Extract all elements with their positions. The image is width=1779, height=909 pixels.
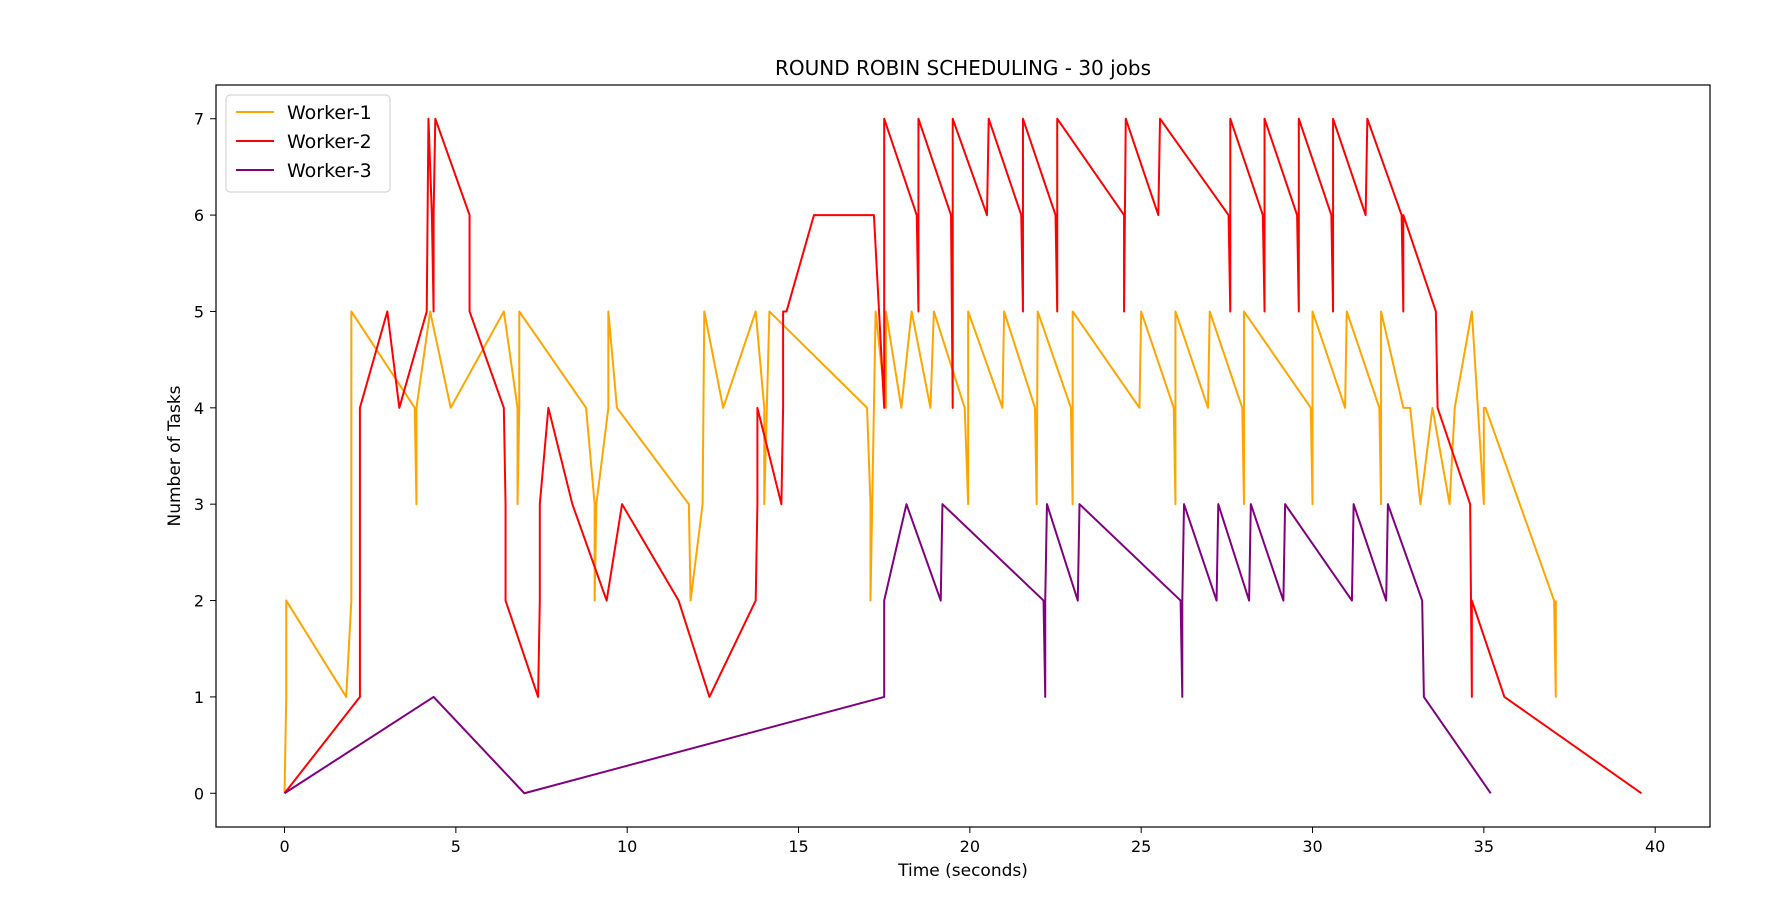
- x-tick-label: 10: [617, 837, 637, 856]
- y-tick-label: 0: [194, 784, 204, 803]
- x-axis: 0 5 10 15 20 25 30 35 40: [279, 827, 1665, 856]
- y-axis: 0 1 2 3 4 5 6 7: [194, 110, 216, 803]
- series-layer: [283, 117, 1643, 795]
- y-tick-label: 6: [194, 206, 204, 225]
- y-tick-label: 1: [194, 688, 204, 707]
- x-tick-label: 25: [1131, 837, 1151, 856]
- x-tick-label: 35: [1474, 837, 1494, 856]
- chart-title: ROUND ROBIN SCHEDULING - 30 jobs: [775, 56, 1151, 80]
- x-tick-label: 0: [279, 837, 289, 856]
- x-tick-label: 40: [1645, 837, 1665, 856]
- y-tick-label: 7: [194, 110, 204, 129]
- y-tick-label: 5: [194, 302, 204, 321]
- legend: Worker-1 Worker-2 Worker-3: [225, 94, 391, 193]
- y-tick-label: 3: [194, 495, 204, 514]
- legend-box: [225, 94, 391, 193]
- x-tick-label: 30: [1302, 837, 1322, 856]
- y-axis-title: Number of Tasks: [165, 385, 185, 526]
- y-tick-label: 4: [194, 399, 204, 418]
- legend-label: Worker-1: [287, 102, 372, 124]
- series-line-worker-2: [283, 117, 1643, 795]
- series-line-worker-3: [283, 503, 1492, 795]
- x-tick-label: 15: [788, 837, 808, 856]
- x-tick-label: 20: [960, 837, 980, 856]
- legend-label: Worker-2: [287, 131, 372, 153]
- y-tick-label: 2: [194, 592, 204, 611]
- plot-area: [215, 84, 1711, 828]
- legend-label: Worker-3: [287, 160, 372, 182]
- x-tick-label: 5: [451, 837, 461, 856]
- x-axis-title: Time (seconds): [897, 861, 1028, 881]
- series-line-worker-1: [283, 310, 1557, 794]
